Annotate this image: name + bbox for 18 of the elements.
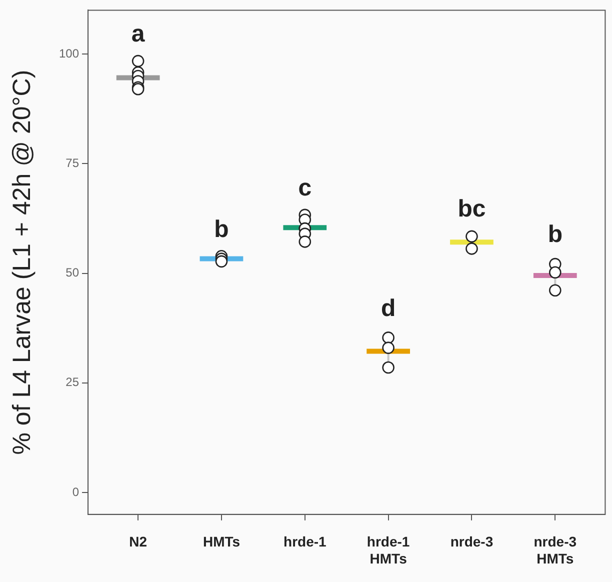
annotation: b [214, 216, 229, 243]
y-axis-title: % of L4 Larvae (L1 + 42h @ 20°C) [8, 70, 36, 455]
annotation: bc [458, 196, 486, 223]
annotation: a [131, 20, 146, 48]
annotation: b [548, 221, 562, 248]
y-tick-label: 50 [66, 266, 80, 280]
x-tick-label: nrde-3 [450, 534, 494, 550]
x-tick-label: N2 [129, 534, 148, 550]
x-tick-label: hrde-1 HMTs [366, 534, 410, 566]
y-tick-label: 0 [72, 484, 80, 499]
annotation: c [298, 174, 312, 202]
x-tick-label: HMTs [202, 534, 240, 550]
y-tick-label: 100 [58, 46, 80, 60]
y-tick-label: 75 [66, 156, 80, 170]
annotation: d [380, 295, 396, 322]
x-tick-label: hrde-1 [284, 534, 327, 550]
y-tick-label: 25 [66, 375, 80, 390]
x-tick-label: nrde-3 HMTs [534, 534, 577, 566]
